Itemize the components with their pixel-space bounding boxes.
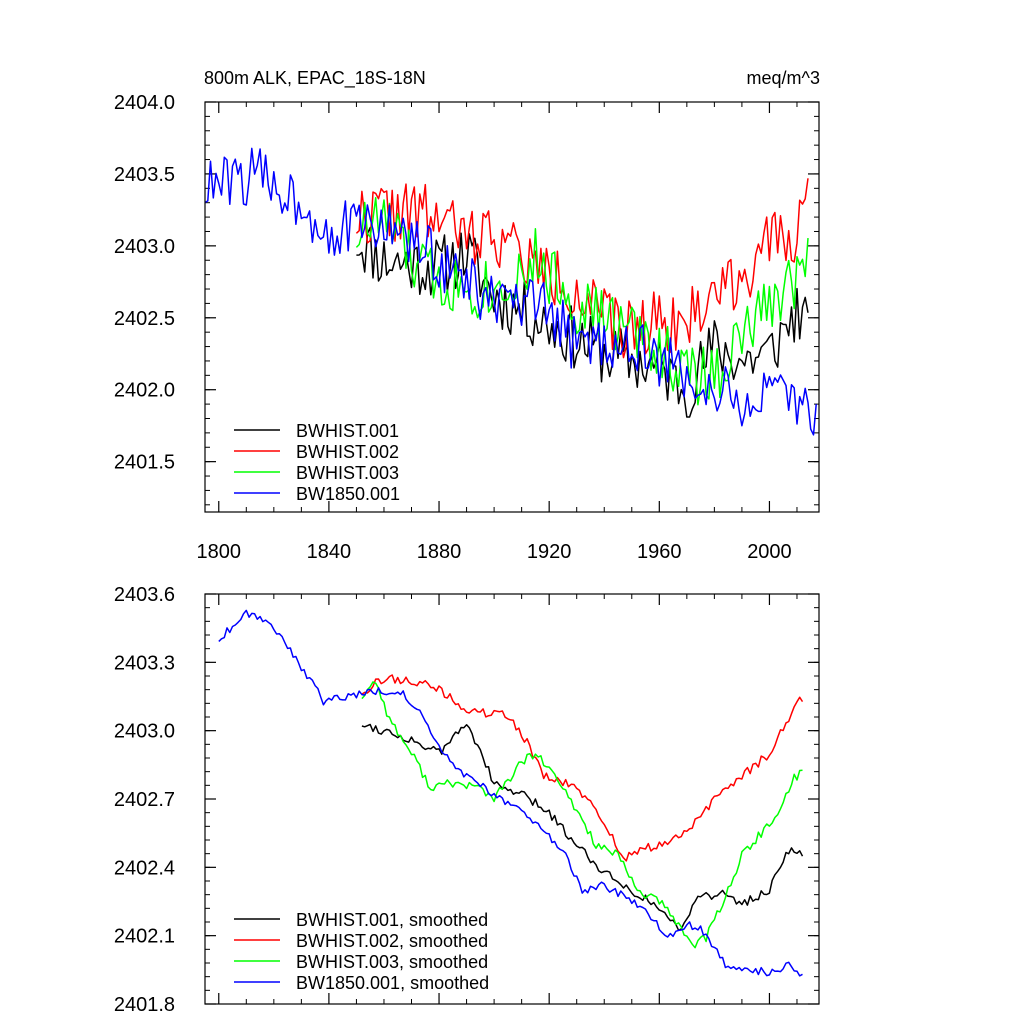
top-legend-label: BWHIST.003 (296, 463, 399, 483)
panel-bottom-frame (204, 593, 820, 1005)
top-legend-label: BWHIST.002 (296, 442, 399, 462)
top-series-line (356, 226, 809, 418)
top-y-tick-label: 2404.0 (114, 92, 175, 114)
top-legend-label: BW1850.001 (296, 484, 400, 504)
panel-bottom-smoothed: 2401.8 2402.1 2402.4 2402.7 2403.0 2403.3 2403… (114, 584, 820, 1016)
top-x-tick-label: 1960 (637, 541, 682, 563)
bottom-series-line (361, 681, 803, 949)
bottom-y-tick-label: 2403.0 (114, 721, 175, 743)
panel-bottom-x-axis (218, 594, 798, 1004)
panel-top-frame (204, 101, 820, 513)
panel-top-x-axis: 1800 1840 1880 1920 1960 2000 (197, 102, 798, 563)
panel-bottom-y-axis: 2401.8 2402.1 2402.4 2402.7 2403.0 2403.3 2403… (114, 584, 819, 1016)
top-legend-label: BWHIST.001 (296, 421, 399, 441)
bottom-y-tick-label: 2402.4 (114, 857, 175, 879)
top-y-tick-label: 2401.5 (114, 452, 175, 474)
panel-top-y-axis: 2401.5 2402.0 2402.5 2403.0 2403.5 2404.0 (114, 92, 819, 506)
bottom-y-tick-label: 2403.3 (114, 652, 175, 674)
top-series-line (355, 178, 809, 359)
bottom-legend-label: BW1850.001, smoothed (296, 973, 489, 993)
bottom-y-tick-label: 2402.7 (114, 789, 175, 811)
bottom-series-line (361, 674, 804, 862)
bottom-series-line (361, 723, 804, 932)
panel-top-title: 800m ALK, EPAC_18S-18N (204, 68, 426, 89)
top-x-tick-label: 2000 (747, 541, 792, 563)
top-y-tick-label: 2402.5 (114, 308, 175, 330)
bottom-y-tick-label: 2402.1 (114, 926, 175, 948)
top-y-tick-label: 2402.0 (114, 380, 175, 402)
top-x-tick-label: 1800 (197, 541, 242, 563)
panel-top-units: meq/m^3 (747, 68, 820, 88)
bottom-y-tick-label: 2401.8 (114, 994, 175, 1016)
top-series-line (204, 147, 817, 436)
top-y-tick-label: 2403.0 (114, 236, 175, 258)
panel-top-alk: 800m ALK, EPAC_18S-18N meq/m^3 2401.5240… (114, 68, 820, 563)
bottom-legend-label: BWHIST.001, smoothed (296, 910, 488, 930)
bottom-series-line (218, 609, 803, 977)
bottom-y-tick-label: 2403.6 (114, 584, 175, 606)
top-x-tick-label: 1840 (307, 541, 352, 563)
bottom-legend-label: BWHIST.002, smoothed (296, 931, 488, 951)
panel-bottom-series (218, 609, 804, 977)
top-x-tick-label: 1880 (417, 541, 462, 563)
panel-top-series (204, 147, 817, 436)
top-series-line (355, 197, 809, 406)
bottom-legend-label: BWHIST.003, smoothed (296, 952, 488, 972)
top-x-tick-label: 1920 (527, 541, 572, 563)
top-y-tick-label: 2403.5 (114, 164, 175, 186)
